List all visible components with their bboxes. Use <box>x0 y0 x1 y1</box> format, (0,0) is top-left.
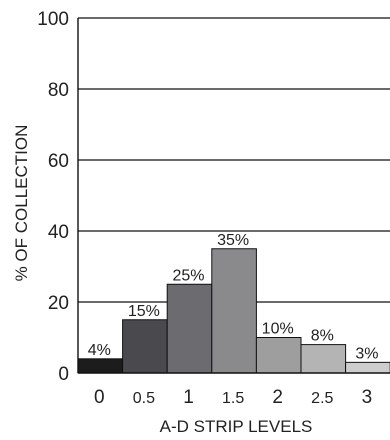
bar-2.5 <box>300 344 347 374</box>
data-label: 15% <box>128 303 160 320</box>
data-labels: 4% 15% 25% 35% 10% 8% 3% <box>88 232 379 363</box>
bar-3 <box>345 361 390 374</box>
bar-2 <box>255 337 302 374</box>
bar-1 <box>166 283 213 374</box>
y-tick-label: 60 <box>48 151 69 172</box>
bar-0 <box>77 358 124 374</box>
bar-1.5 <box>211 248 257 374</box>
y-tick-labels: 0 20 40 60 80 100 <box>37 9 69 385</box>
x-tick-label: 1.5 <box>222 390 244 407</box>
gridlines <box>78 17 390 303</box>
data-label: 3% <box>355 345 378 362</box>
data-label: 25% <box>172 267 204 284</box>
x-tick-label: 0 <box>94 387 105 408</box>
x-tick-label: 2 <box>272 387 283 408</box>
y-tick-label: 80 <box>48 80 69 101</box>
y-tick-label: 100 <box>37 9 69 30</box>
x-tick-labels: 0 0.5 1 1.5 2 2.5 3 <box>94 387 372 408</box>
y-axis-label: % OF COLLECTION <box>12 125 31 282</box>
axes <box>77 18 390 374</box>
bars <box>77 248 390 374</box>
data-label: 10% <box>262 321 294 338</box>
data-label: 35% <box>217 232 249 249</box>
data-label: 4% <box>88 342 111 359</box>
data-label: 8% <box>311 328 334 345</box>
x-tick-label: 2.5 <box>311 390 333 407</box>
y-tick-label: 20 <box>48 293 69 314</box>
x-axis-label: A-D STRIP LEVELS <box>160 417 313 436</box>
y-tick-label: 0 <box>58 364 69 385</box>
y-tick-label: 40 <box>48 222 69 243</box>
x-tick-label: 0.5 <box>133 390 155 407</box>
x-tick-label: 3 <box>362 387 373 408</box>
bar-0.5 <box>122 319 168 374</box>
x-tick-label: 1 <box>183 387 194 408</box>
